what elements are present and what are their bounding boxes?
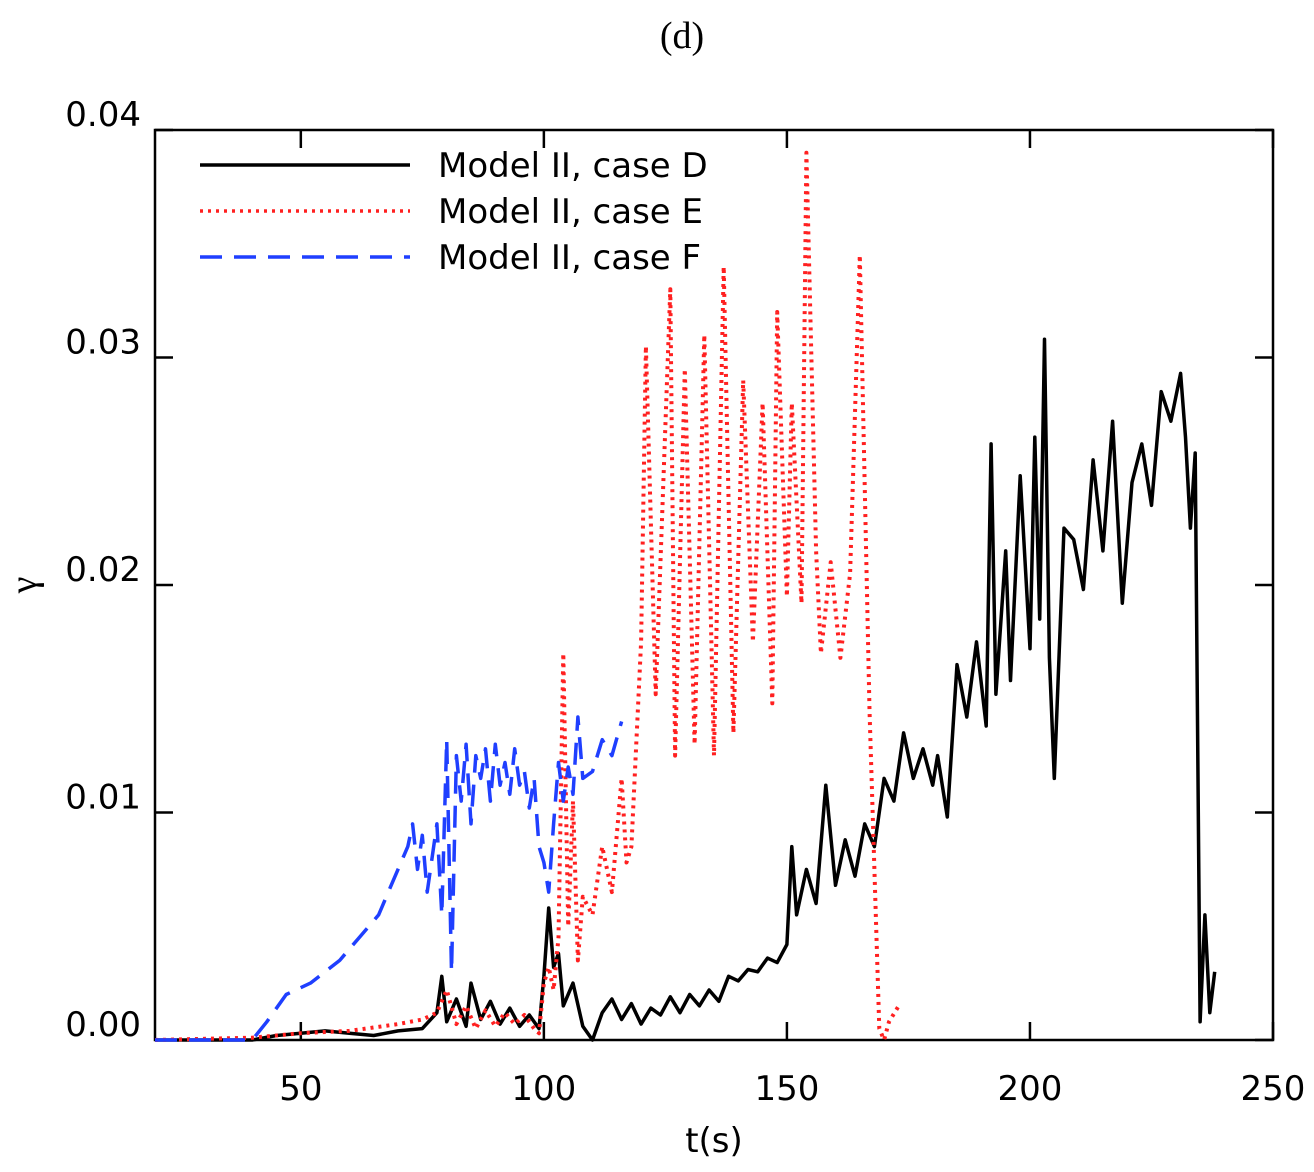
- x-tick-label: 150: [754, 1069, 819, 1109]
- x-tick-label: 100: [511, 1069, 576, 1109]
- y-tick-label: 0.04: [65, 95, 141, 135]
- y-axis-label: γ: [3, 577, 45, 595]
- chart-title: (d): [660, 15, 704, 57]
- legend-label: Model II, case E: [438, 192, 703, 232]
- x-tick-label: 200: [998, 1069, 1063, 1109]
- y-tick-label: 0.00: [65, 1005, 141, 1045]
- series-line: [154, 150, 901, 1042]
- x-tick-label: 250: [1241, 1069, 1306, 1109]
- x-axis-label: t(s): [685, 1121, 743, 1161]
- x-tick-label: 50: [279, 1069, 322, 1109]
- legend-label: Model II, case D: [438, 146, 708, 186]
- y-tick-label: 0.01: [65, 778, 141, 818]
- y-tick-label: 0.03: [65, 323, 141, 363]
- series-line: [155, 715, 624, 1042]
- plot-frame: [153, 128, 1275, 1042]
- y-tick-label: 0.02: [65, 550, 141, 590]
- series-line: [155, 337, 1217, 1042]
- legend-label: Model II, case F: [438, 238, 701, 278]
